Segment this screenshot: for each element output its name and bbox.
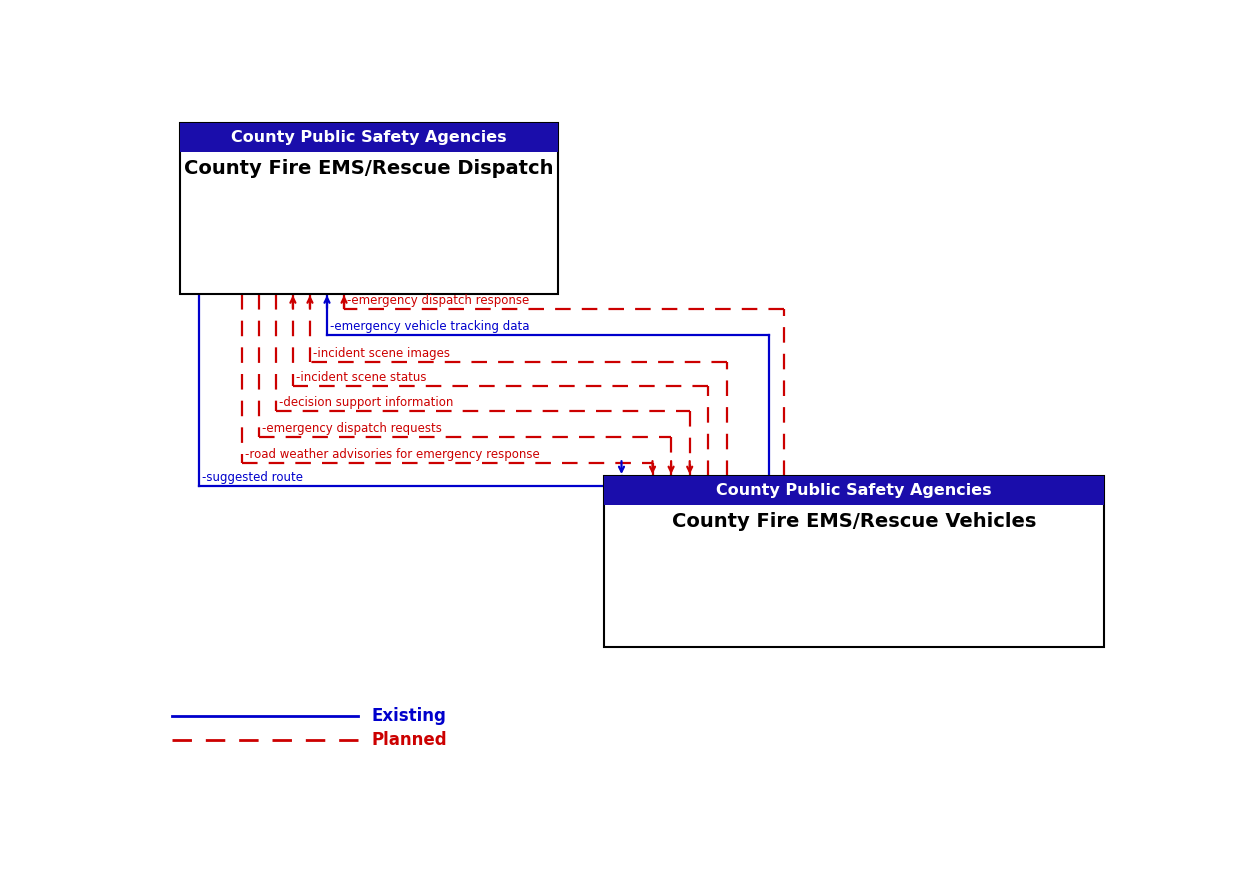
Text: -incident scene images: -incident scene images: [313, 347, 449, 359]
Text: County Fire EMS/Rescue Dispatch: County Fire EMS/Rescue Dispatch: [184, 159, 553, 178]
Text: County Public Safety Agencies: County Public Safety Agencies: [232, 130, 507, 145]
Text: -emergency dispatch requests: -emergency dispatch requests: [262, 422, 442, 435]
Text: -road weather advisories for emergency response: -road weather advisories for emergency r…: [244, 448, 540, 461]
Text: County Fire EMS/Rescue Vehicles: County Fire EMS/Rescue Vehicles: [672, 512, 1037, 530]
Text: Planned: Planned: [372, 731, 447, 749]
Text: -emergency dispatch response: -emergency dispatch response: [347, 294, 530, 307]
Text: -decision support information: -decision support information: [279, 396, 453, 409]
Text: -suggested route: -suggested route: [202, 471, 303, 485]
Bar: [605, 476, 1103, 647]
Text: -incident scene status: -incident scene status: [295, 371, 427, 384]
Text: Existing: Existing: [372, 707, 447, 725]
Bar: [180, 123, 558, 152]
Bar: [180, 123, 558, 294]
Bar: [605, 476, 1103, 504]
Text: -emergency vehicle tracking data: -emergency vehicle tracking data: [331, 321, 530, 333]
Text: County Public Safety Agencies: County Public Safety Agencies: [716, 483, 992, 497]
